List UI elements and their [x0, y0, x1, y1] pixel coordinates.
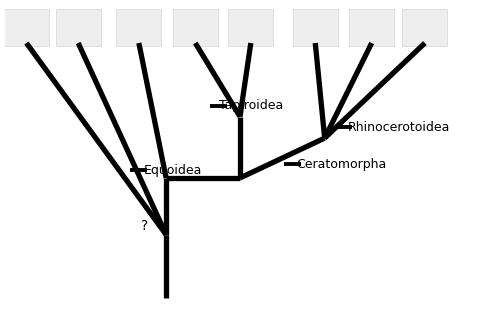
Text: ?: ?	[141, 218, 148, 233]
Text: Tapiroidea: Tapiroidea	[219, 100, 283, 112]
Bar	[4, 9, 49, 46]
Bar	[173, 9, 218, 46]
Text: Ceratomorpha: Ceratomorpha	[297, 158, 387, 171]
Bar	[402, 9, 447, 46]
Bar	[293, 9, 338, 46]
Bar	[349, 9, 394, 46]
Bar	[56, 9, 101, 46]
Bar	[228, 9, 274, 46]
Text: Rhinocerotoidea: Rhinocerotoidea	[348, 121, 451, 134]
Bar	[116, 9, 161, 46]
Text: Equoidea: Equoidea	[144, 164, 202, 177]
